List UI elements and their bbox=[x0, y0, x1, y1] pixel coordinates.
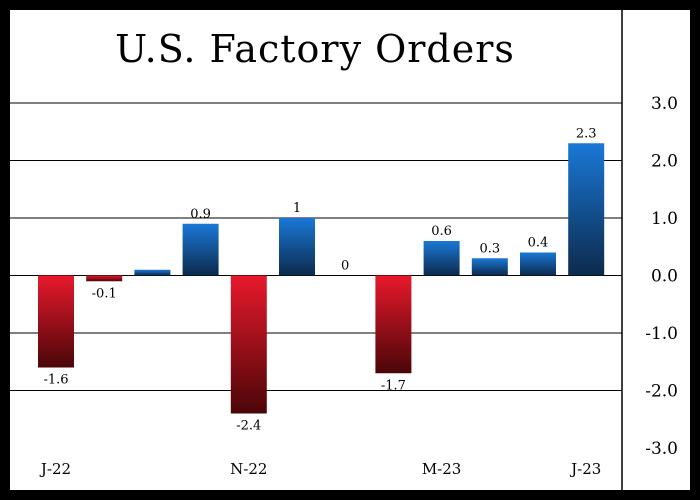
data-label: -1.7 bbox=[381, 378, 406, 393]
data-label: 0.3 bbox=[479, 241, 500, 256]
bar bbox=[375, 275, 412, 374]
chart-frame: -1.6 -0.1 0.9 -2.4 1 0 -1.7 0.6 0.3 0.4 2.3 3.0 2.0… bbox=[10, 10, 690, 490]
data-label: 2.3 bbox=[576, 126, 597, 141]
bar bbox=[86, 275, 123, 282]
data-label: -1.6 bbox=[43, 373, 68, 388]
data-label: 0.4 bbox=[528, 236, 549, 251]
data-labels: -1.6 -0.1 0.9 -2.4 1 0 -1.7 0.6 0.3 0.4 2.3 bbox=[43, 126, 596, 433]
data-label: -0.1 bbox=[92, 286, 117, 301]
y-tick-label: 3.0 bbox=[651, 94, 678, 114]
y-tick-label: -2.0 bbox=[645, 382, 678, 402]
data-label: 1 bbox=[293, 201, 301, 216]
y-tick-label: -3.0 bbox=[645, 439, 678, 459]
y-tick-label: 2.0 bbox=[651, 152, 678, 172]
x-tick-label: N-22 bbox=[230, 460, 267, 478]
factory-orders-chart: -1.6 -0.1 0.9 -2.4 1 0 -1.7 0.6 0.3 0.4 2.3 3.0 2.0… bbox=[10, 10, 678, 490]
bar bbox=[568, 143, 605, 276]
bars bbox=[38, 143, 605, 414]
bar bbox=[134, 269, 171, 276]
data-label: 0.9 bbox=[190, 207, 211, 222]
bar bbox=[38, 275, 74, 368]
y-tick-label: 1.0 bbox=[651, 209, 678, 229]
bar bbox=[230, 275, 267, 414]
data-label: 0.6 bbox=[431, 224, 452, 239]
bar bbox=[423, 241, 460, 276]
bar bbox=[471, 258, 508, 276]
y-tick-label: 0.0 bbox=[651, 267, 678, 287]
data-label: -2.4 bbox=[236, 419, 261, 434]
y-axis-ticks: 3.0 2.0 1.0 0.0 -1.0 -2.0 -3.0 bbox=[645, 94, 678, 459]
x-tick-label: M-23 bbox=[422, 460, 462, 478]
x-tick-label: J-22 bbox=[39, 460, 71, 478]
bar bbox=[520, 252, 556, 276]
bar bbox=[182, 223, 219, 276]
x-tick-label: J-23 bbox=[569, 460, 601, 478]
data-label: 0 bbox=[341, 259, 349, 274]
bar bbox=[279, 218, 315, 276]
chart-title: U.S. Factory Orders bbox=[115, 27, 515, 71]
x-axis-ticks: J-22 N-22 M-23 J-23 bbox=[39, 460, 601, 478]
y-tick-label: -1.0 bbox=[645, 324, 678, 344]
